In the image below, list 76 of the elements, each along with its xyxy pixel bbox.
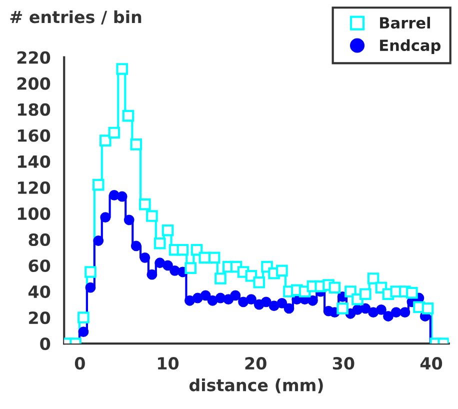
point: [100, 212, 111, 223]
y-tick-label: 200: [17, 77, 50, 90]
point: [376, 304, 386, 315]
point: [246, 294, 256, 305]
point: [78, 312, 90, 324]
y-tick-label: 120: [18, 181, 50, 194]
point: [260, 296, 272, 308]
point: [146, 269, 158, 280]
x-axis-title: distance (mm): [189, 378, 323, 394]
point: [422, 302, 434, 314]
point: [122, 110, 134, 122]
point: [78, 326, 89, 338]
x-tick-label: 40: [420, 357, 442, 370]
point: [93, 236, 104, 246]
point: [284, 303, 294, 314]
point: [359, 288, 372, 300]
point: [162, 260, 173, 271]
point: [176, 244, 189, 256]
y-tick-label: 40: [28, 285, 50, 298]
point: [146, 210, 158, 222]
point: [383, 311, 394, 322]
point: [207, 295, 218, 306]
y-tick-label: 140: [18, 155, 50, 168]
point: [400, 307, 410, 318]
x-tick-label: 0: [74, 357, 85, 370]
point: [116, 191, 128, 202]
point: [84, 266, 96, 278]
legend-label: Endcap: [380, 39, 441, 54]
x-tick-label: 20: [245, 357, 266, 370]
point: [406, 286, 418, 299]
point: [307, 295, 318, 306]
point: [253, 276, 266, 288]
point: [336, 302, 348, 314]
y-axis-title: # entries / bin: [10, 10, 142, 25]
point: [276, 298, 288, 308]
point: [190, 244, 203, 256]
legend-label: Barrel: [380, 16, 430, 29]
point: [184, 295, 195, 306]
y-tick-label: 220: [17, 51, 50, 64]
point: [200, 290, 211, 301]
point: [130, 138, 142, 150]
point: [184, 262, 197, 274]
point: [390, 307, 402, 318]
point: [130, 240, 142, 252]
y-tick-label: 60: [28, 259, 50, 272]
point: [214, 272, 226, 284]
point: [192, 292, 203, 304]
y-tick-label: 160: [18, 129, 50, 142]
point: [162, 224, 174, 236]
point: [124, 214, 134, 226]
point: [108, 126, 120, 139]
x-tick-label: 30: [332, 357, 354, 370]
y-tick-label: 20: [29, 311, 50, 324]
point: [116, 63, 128, 75]
x-tick-label: 10: [158, 357, 179, 370]
point: [367, 272, 380, 284]
y-tick-label: 180: [18, 103, 50, 116]
point: [208, 252, 220, 264]
point: [223, 294, 234, 305]
point: [230, 290, 241, 301]
point: [154, 237, 166, 250]
y-tick-label: 0: [40, 338, 50, 350]
point: [85, 282, 96, 293]
point: [276, 264, 288, 277]
y-tick-label: 100: [18, 207, 50, 220]
point: [328, 282, 341, 294]
y-tick-label: 80: [28, 233, 50, 246]
point: [139, 198, 151, 210]
point: [99, 134, 112, 146]
point: [368, 307, 379, 318]
point: [92, 178, 104, 191]
point: [360, 303, 371, 314]
point: [140, 252, 150, 263]
point: [154, 258, 166, 268]
point: [238, 296, 249, 308]
point: [268, 300, 280, 312]
